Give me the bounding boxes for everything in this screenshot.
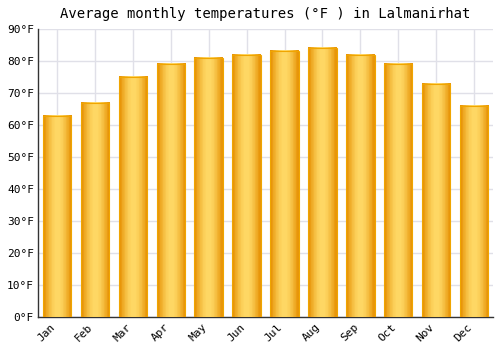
Title: Average monthly temperatures (°F ) in Lalmanirhat: Average monthly temperatures (°F ) in La… [60, 7, 471, 21]
Bar [346, 55, 374, 317]
Bar [81, 103, 109, 317]
Bar [156, 64, 185, 317]
Bar [422, 84, 450, 317]
Bar [308, 48, 336, 317]
Bar [460, 106, 488, 317]
Bar [118, 77, 147, 317]
Bar [384, 64, 412, 317]
Bar [43, 116, 72, 317]
Bar [270, 51, 299, 317]
Bar [194, 58, 223, 317]
Bar [232, 55, 261, 317]
